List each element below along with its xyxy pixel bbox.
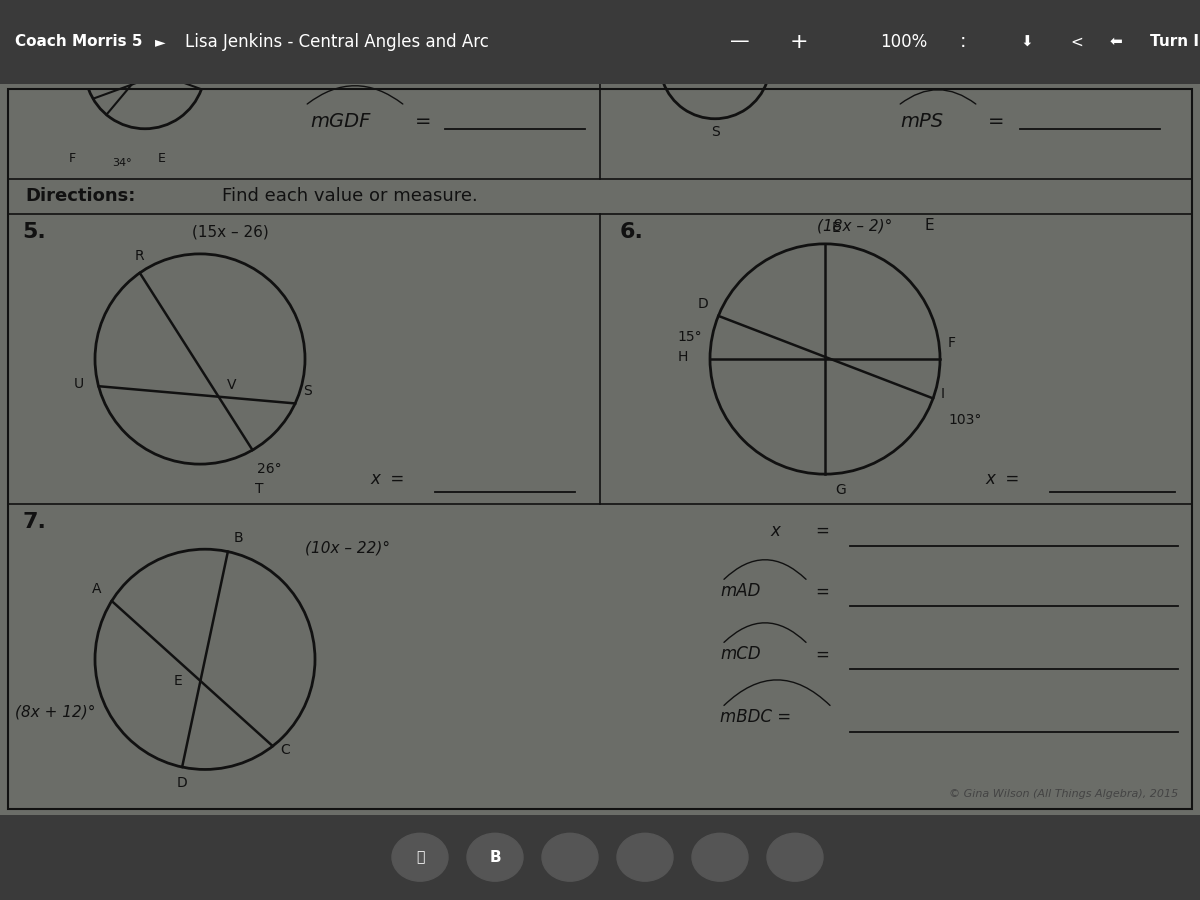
Text: <: < [1070,34,1082,50]
Text: H: H [678,350,688,364]
Text: mCD: mCD [720,645,761,663]
Text: (8x + 12)°: (8x + 12)° [14,705,95,719]
Text: ⬇: ⬇ [1020,34,1033,50]
Text: U: U [73,377,84,392]
Text: mBDC =: mBDC = [720,708,791,726]
Circle shape [692,833,748,881]
Text: E: E [925,219,935,233]
Text: 🔑: 🔑 [416,850,424,864]
Text: E: E [174,674,182,688]
Circle shape [392,833,448,881]
Text: 34°: 34° [112,158,132,167]
Text: :: : [960,32,966,51]
Circle shape [467,833,523,881]
Text: B: B [234,531,244,544]
Text: =: = [815,522,829,540]
Text: (15x – 26): (15x – 26) [192,224,269,239]
Text: =: = [415,112,432,131]
Text: =: = [988,112,1004,131]
Text: =: = [815,645,829,663]
Text: A: A [92,582,102,596]
Text: 15°: 15° [677,330,702,344]
Text: F: F [948,336,956,350]
Text: x  =: x = [370,470,404,488]
Text: 103°: 103° [948,413,982,428]
Text: Lisa Jenkins - Central Angles and Arc: Lisa Jenkins - Central Angles and Arc [185,32,488,50]
Text: (18x – 2)°: (18x – 2)° [817,219,893,233]
Text: x: x [770,522,780,540]
Circle shape [617,833,673,881]
Text: S: S [304,384,312,399]
Text: C: C [281,743,290,757]
Circle shape [767,833,823,881]
Text: V: V [227,378,236,392]
Circle shape [542,833,598,881]
Text: © Gina Wilson (All Things Algebra), 2015: © Gina Wilson (All Things Algebra), 2015 [949,789,1178,799]
Text: Find each value or measure.: Find each value or measure. [222,187,478,205]
Text: Turn In: Turn In [1150,34,1200,50]
Text: T: T [254,482,263,496]
Text: B: B [490,850,500,865]
Text: x  =: x = [985,470,1019,488]
Text: mPS: mPS [900,112,943,131]
Text: E: E [832,220,841,235]
Text: —: — [730,32,750,51]
Text: +: + [790,32,809,52]
Text: I: I [941,387,946,401]
Text: R: R [134,249,144,263]
Text: 7.: 7. [22,512,46,532]
Text: D: D [176,776,187,790]
Text: 100%: 100% [880,32,928,50]
Text: E: E [158,152,166,165]
Text: Directions:: Directions: [25,187,136,205]
Text: D: D [697,297,708,310]
Text: Coach Morris 5: Coach Morris 5 [14,34,143,50]
Text: F: F [68,152,76,165]
Text: 5.: 5. [22,222,46,242]
Text: mGDF: mGDF [310,112,371,131]
Text: 26°: 26° [258,462,282,476]
Text: =: = [815,582,829,600]
Text: ►: ► [155,35,166,49]
Text: mAD: mAD [720,582,761,600]
Text: 6.: 6. [620,222,644,242]
Text: (10x – 22)°: (10x – 22)° [305,540,390,555]
Text: S: S [710,125,719,139]
Text: ⬅: ⬅ [1110,34,1123,50]
Text: G: G [835,483,846,497]
